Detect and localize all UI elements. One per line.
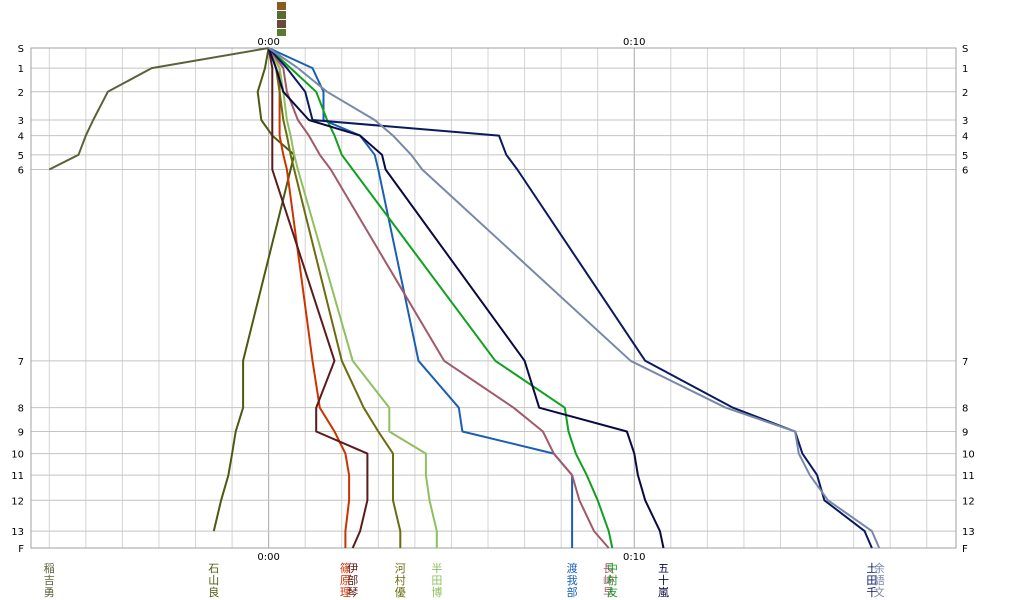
time-tick-bottom: 0:00: [257, 552, 279, 563]
runner-name-char: 我: [567, 574, 578, 587]
station-label-right: 12: [962, 496, 975, 507]
runner-name-char: 文: [874, 585, 885, 599]
runner-name-char: 河: [395, 562, 406, 575]
station-label-right: S: [962, 44, 968, 55]
runner-name-char: 山: [208, 574, 219, 587]
station-label-right: 13: [962, 527, 975, 538]
runner-name-char: 余: [874, 561, 885, 575]
series-line: [212, 47, 296, 532]
runner-name-char: 中: [607, 562, 618, 575]
series-line: [267, 47, 351, 548]
start-markers: [277, 2, 286, 36]
station-label-right: 11: [962, 471, 975, 482]
runner-name-char: 村: [395, 573, 406, 587]
runner-name-char: 友: [607, 585, 618, 599]
station-label-right: F: [962, 544, 968, 555]
station-label-right: 6: [962, 165, 968, 176]
grid-lines: [30, 47, 957, 549]
runner-name-char: 語: [874, 573, 885, 587]
start-marker-3: [277, 20, 286, 28]
station-label-left: F: [18, 544, 24, 555]
runner-name-char: 勇: [44, 586, 55, 599]
time-tick-top: 0:10: [623, 37, 645, 48]
runner-name-char: 十: [658, 573, 669, 587]
series-line: [267, 47, 614, 549]
time-tick-top: 0:00: [257, 37, 279, 48]
series-line: [267, 47, 665, 549]
runner-name-char: 理: [340, 586, 351, 599]
runner-name-char: 吉: [44, 574, 55, 587]
station-label-left: 12: [11, 496, 24, 507]
runner-name-char: 原: [340, 574, 351, 587]
series-line: [268, 47, 881, 549]
runner-name-char: 篠: [340, 561, 351, 575]
plot-frame: [30, 47, 957, 549]
station-label-left: 2: [18, 88, 24, 99]
series-line: [48, 47, 269, 171]
runner-name-char: 崎: [603, 573, 614, 587]
station-label-right: 9: [962, 428, 968, 439]
start-marker-4: [277, 29, 286, 36]
series-line: [268, 47, 574, 548]
runner-name-char: 渡: [567, 561, 578, 575]
runner-name-char: 長: [603, 562, 614, 575]
series-line: [267, 47, 438, 548]
station-label-right: 3: [962, 116, 968, 127]
start-marker-1: [277, 2, 286, 10]
station-label-left: 1: [18, 64, 24, 75]
runner-name-char: 田: [431, 574, 442, 587]
station-label-left: 3: [18, 116, 24, 127]
station-label-left: 9: [18, 428, 24, 439]
station-label-left: 10: [11, 450, 24, 461]
runner-name-char: 琴: [347, 586, 358, 599]
runner-name-char: 優: [395, 586, 406, 599]
runner-name-char: 千: [866, 586, 877, 599]
station-label-right: 5: [962, 151, 968, 162]
runner-name-char: 早: [603, 586, 614, 599]
station-label-left: 7: [18, 357, 24, 368]
station-label-left: 13: [11, 527, 24, 538]
runner-name-char: 石: [208, 562, 219, 575]
runner-name-char: 博: [431, 586, 442, 599]
station-label-right: 10: [962, 450, 975, 461]
runner-name-char: 伊: [347, 562, 358, 575]
station-label-right: 7: [962, 357, 968, 368]
station-label-left: 11: [11, 471, 24, 482]
series-line: [267, 47, 369, 549]
runner-name-char: 村: [607, 573, 618, 587]
series-lines: [48, 47, 881, 549]
station-label-right: 4: [962, 132, 968, 143]
station-label-left: 5: [18, 151, 24, 162]
runner-name-char: 嵐: [658, 586, 669, 599]
station-label-left: 4: [18, 132, 24, 143]
runner-name-char: 良: [208, 585, 219, 599]
runner-name-char: 半: [431, 561, 442, 575]
station-label-left: 8: [18, 404, 24, 415]
station-label-left: S: [18, 44, 24, 55]
station-label-right: 2: [962, 88, 968, 99]
station-label-right: 1: [962, 64, 968, 75]
runner-name-char: 五: [658, 562, 669, 575]
start-marker-2: [277, 11, 286, 19]
runner-name-char: 田: [866, 574, 877, 587]
runner-name-char: 部: [567, 585, 578, 599]
station-label-right: 8: [962, 404, 968, 415]
runner-name-char: 部: [347, 573, 358, 587]
time-tick-bottom: 0:10: [623, 552, 645, 563]
series-line: [267, 47, 402, 548]
runner-name-char: 土: [866, 562, 877, 575]
station-label-left: 6: [18, 165, 24, 176]
runner-name-char: 稲: [44, 562, 55, 575]
